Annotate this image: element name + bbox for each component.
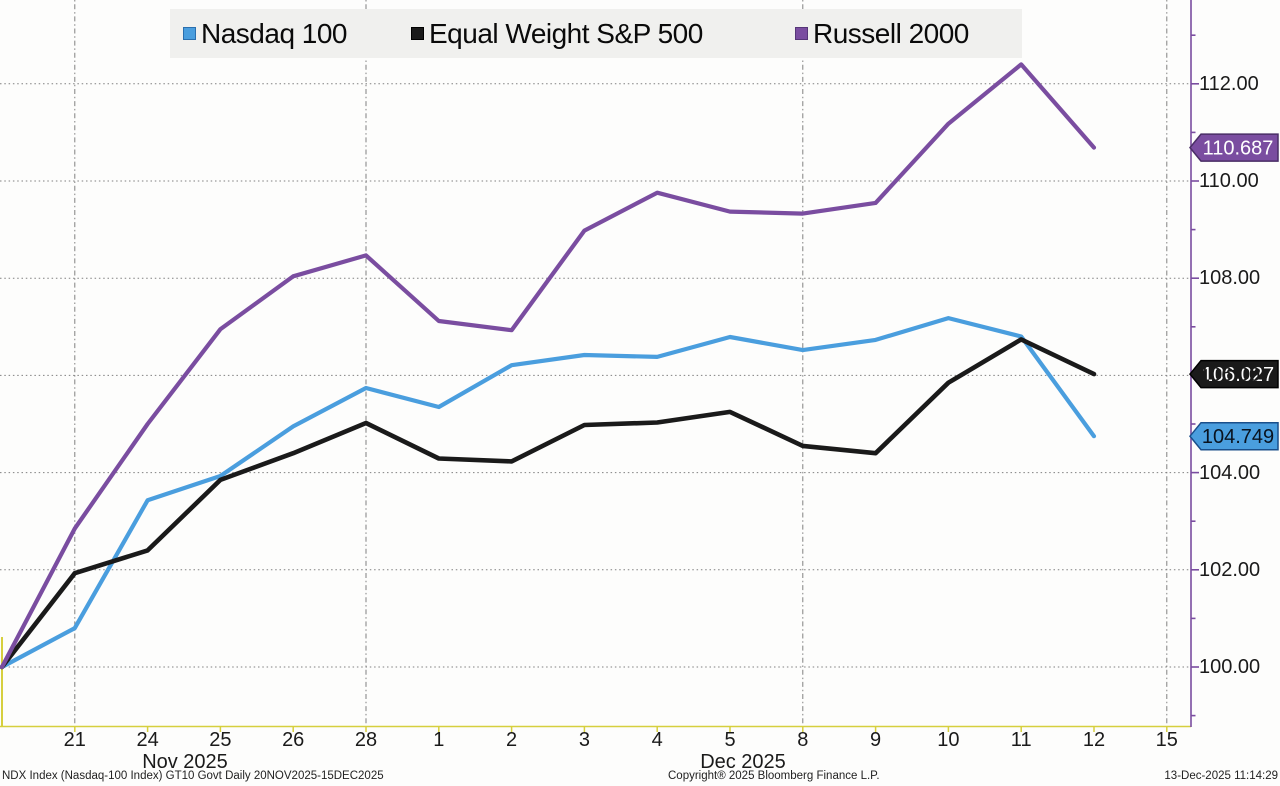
legend-swatch-icon: [795, 27, 808, 40]
legend-swatch-icon: [183, 27, 196, 40]
footer-timestamp: 13-Dec-2025 11:14:29: [1164, 770, 1278, 782]
footer-security-info: NDX Index (Nasdaq-100 Index) GT10 Govt D…: [2, 770, 384, 782]
x-axis-tick-label: 4: [651, 729, 663, 751]
x-axis-tick-label: 5: [724, 729, 736, 751]
x-axis-tick-label: 3: [578, 729, 590, 751]
y-axis-label: 100.00: [1199, 656, 1261, 678]
x-axis-tick-label: 28: [354, 729, 378, 751]
chart-legend: Nasdaq 100 Equal Weight S&P 500 Russell 20…: [170, 9, 1022, 58]
x-axis-tick-label: 12: [1082, 729, 1106, 751]
legend-item-russell-2000: Russell 2000: [795, 9, 969, 58]
x-axis-tick-label: 1: [433, 729, 445, 751]
x-axis-tick-label: 15: [1155, 729, 1178, 751]
series-line-equal-weight-s-p-500: [0, 337, 1097, 670]
legend-swatch-icon: [411, 27, 424, 40]
last-value-tag-text: 106.027: [1202, 364, 1274, 386]
y-axis-label: 106.00: [1199, 364, 1261, 387]
last-value-tag: [1189, 421, 1279, 451]
x-axis-month-label: Dec 2025: [700, 751, 786, 773]
x-axis-tick-label: 9: [870, 729, 882, 751]
x-axis-tick-label: 25: [209, 729, 232, 751]
x-axis-tick-label: 24: [136, 729, 159, 751]
x-axis-tick-label: 2: [506, 729, 518, 751]
x-axis-month-label: Nov 2025: [142, 751, 228, 773]
y-axis-label: 102.00: [1199, 558, 1261, 581]
x-axis-tick-label: 21: [63, 729, 86, 751]
legend-item-equal-weight-s-p-500: Equal Weight S&P 500: [411, 9, 703, 58]
x-axis-tick-label: 8: [797, 729, 809, 751]
x-axis-tick-label: 26: [282, 729, 305, 751]
x-axis-tick-label: 10: [937, 729, 960, 751]
series-line-nasdaq-100: [0, 316, 1097, 670]
last-value-tag-text: 104.749: [1202, 426, 1274, 448]
last-value-tag: [1189, 359, 1279, 389]
y-axis-label: 112.00: [1199, 72, 1259, 95]
y-axis-label: 104.00: [1199, 461, 1261, 484]
footer-copyright: Copyright® 2025 Bloomberg Finance L.P.: [668, 770, 880, 782]
x-axis-tick-label: 11: [1010, 729, 1032, 751]
y-axis-label: 108.00: [1199, 267, 1261, 290]
legend-item-nasdaq-100: Nasdaq 100: [183, 9, 348, 58]
legend-item-label: Equal Weight S&P 500: [429, 17, 703, 49]
series-line-russell-2000: [0, 62, 1097, 670]
legend-item-label: Nasdaq 100: [201, 17, 348, 49]
last-value-tag-text: 110.687: [1203, 138, 1274, 160]
footer: NDX Index (Nasdaq-100 Index) GT10 Govt D…: [0, 768, 1280, 786]
last-value-tag: [1189, 133, 1279, 162]
y-axis-label: 110.00: [1199, 170, 1259, 192]
legend-item-label: Russell 2000: [813, 17, 969, 49]
